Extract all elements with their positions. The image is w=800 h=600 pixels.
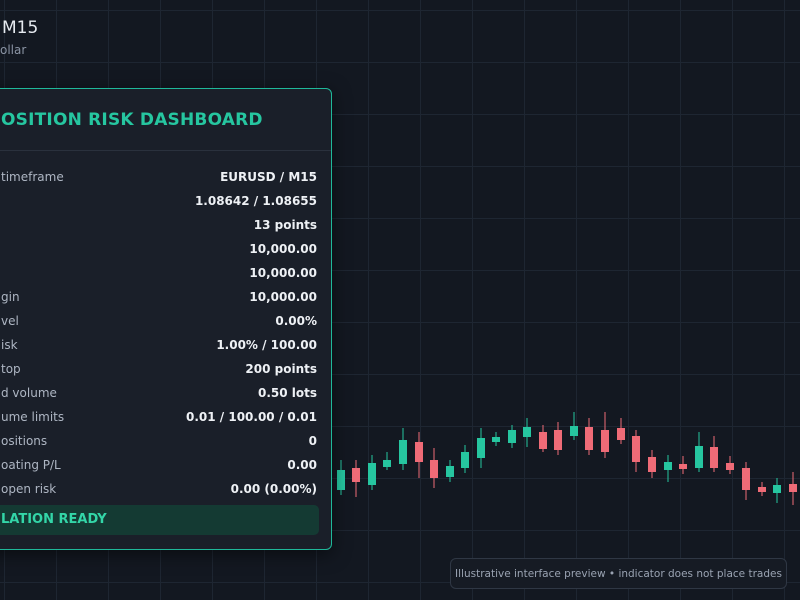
candle-body bbox=[383, 460, 391, 467]
row: vel 0.00% bbox=[1, 314, 317, 334]
row-value: 10,000.00 bbox=[249, 266, 317, 280]
row-value: 200 points bbox=[245, 362, 317, 376]
candle-body bbox=[415, 442, 423, 462]
dashboard-panel: OSITION RISK DASHBOARD timeframe EURUSD /… bbox=[0, 88, 332, 550]
candle-body bbox=[539, 432, 547, 449]
row-label: gin bbox=[1, 290, 20, 304]
row-value: 0.00% bbox=[275, 314, 317, 328]
candle-body bbox=[570, 426, 578, 436]
candle-body bbox=[446, 466, 454, 477]
row-value: 0.00 bbox=[287, 458, 317, 472]
row: open risk 0.00 (0.00%) bbox=[1, 482, 317, 502]
row: oating P/L 0.00 bbox=[1, 458, 317, 478]
row-value: 10,000.00 bbox=[249, 290, 317, 304]
row: 13 points bbox=[1, 218, 317, 238]
candle-body bbox=[461, 452, 469, 468]
footer-note: Illustrative interface preview • indicat… bbox=[450, 558, 787, 589]
row-value: 1.00% / 100.00 bbox=[216, 338, 317, 352]
symbol-title: M15 bbox=[2, 18, 39, 38]
candle-body bbox=[758, 487, 766, 492]
row-value: EURUSD / M15 bbox=[220, 170, 317, 184]
candle-body bbox=[492, 437, 500, 442]
row-value: 10,000.00 bbox=[249, 242, 317, 256]
separator bbox=[0, 150, 331, 151]
candle-body bbox=[368, 463, 376, 485]
candle-body bbox=[337, 470, 345, 490]
row-label: timeframe bbox=[1, 170, 64, 184]
candle-body bbox=[430, 460, 438, 478]
symbol-description: ollar bbox=[0, 43, 27, 57]
row: 1.08642 / 1.08655 bbox=[1, 194, 317, 214]
candle-body bbox=[352, 468, 360, 482]
row: timeframe EURUSD / M15 bbox=[1, 170, 317, 190]
row-label: oating P/L bbox=[1, 458, 61, 472]
row: top 200 points bbox=[1, 362, 317, 382]
row-value: 0.50 lots bbox=[257, 386, 317, 400]
candle-body bbox=[617, 428, 625, 440]
candle-body bbox=[399, 440, 407, 464]
candle-body bbox=[632, 436, 640, 462]
row-label: ume limits bbox=[1, 410, 65, 424]
row: 10,000.00 bbox=[1, 266, 317, 286]
row-value: 0 bbox=[308, 434, 317, 448]
candle-body bbox=[648, 457, 656, 472]
candle-body bbox=[710, 447, 718, 468]
candle-body bbox=[601, 430, 609, 452]
candle-body bbox=[508, 430, 516, 443]
row: ositions 0 bbox=[1, 434, 317, 454]
row-label: top bbox=[1, 362, 21, 376]
candle-body bbox=[664, 462, 672, 470]
row: isk 1.00% / 100.00 bbox=[1, 338, 317, 358]
row-label: ositions bbox=[1, 434, 48, 448]
row-label: vel bbox=[1, 314, 19, 328]
candle-body bbox=[679, 464, 687, 469]
panel-title: OSITION RISK DASHBOARD bbox=[1, 110, 263, 130]
candle-body bbox=[695, 446, 703, 468]
row-label: open risk bbox=[1, 482, 57, 496]
candle-body bbox=[554, 430, 562, 450]
status-badge: LATION READY bbox=[0, 505, 319, 535]
row: 10,000.00 bbox=[1, 242, 317, 262]
candle-body bbox=[742, 468, 750, 490]
row: ume limits 0.01 / 100.00 / 0.01 bbox=[1, 410, 317, 430]
row-value: 0.00 (0.00%) bbox=[230, 482, 317, 496]
candle-body bbox=[773, 485, 781, 493]
candle-body bbox=[477, 438, 485, 458]
candle-body bbox=[585, 427, 593, 450]
row: gin 10,000.00 bbox=[1, 290, 317, 310]
row-value: 1.08642 / 1.08655 bbox=[194, 194, 317, 208]
row-value: 0.01 / 100.00 / 0.01 bbox=[186, 410, 317, 424]
row-value: 13 points bbox=[253, 218, 317, 232]
row-label: d volume bbox=[1, 386, 57, 400]
candle-body bbox=[789, 484, 797, 492]
row: d volume 0.50 lots bbox=[1, 386, 317, 406]
candle-body bbox=[726, 463, 734, 470]
candle-body bbox=[523, 427, 531, 437]
row-label: isk bbox=[1, 338, 18, 352]
